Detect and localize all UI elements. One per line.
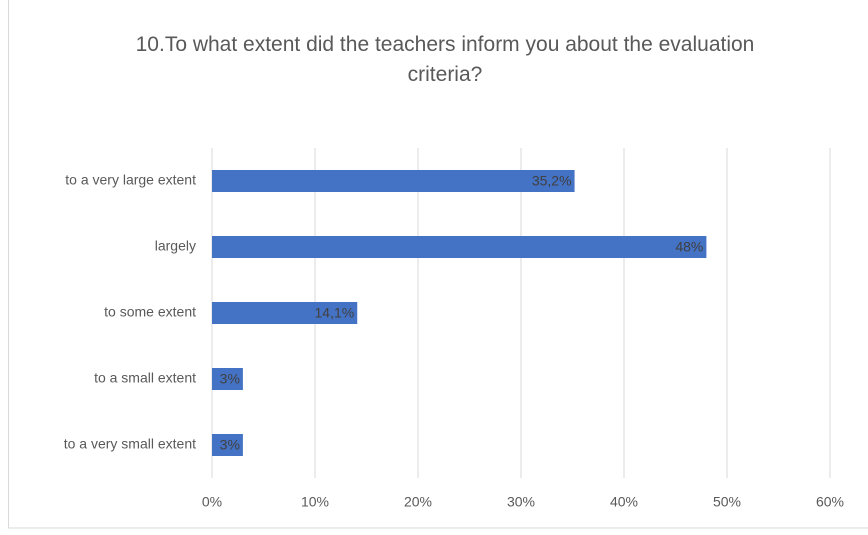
- x-tick-label: 20%: [404, 494, 432, 510]
- chart-border: [8, 0, 868, 529]
- x-tick-label: 60%: [816, 494, 844, 510]
- y-tick-label: largely: [155, 238, 196, 254]
- y-tick-label: to some extent: [104, 304, 196, 320]
- x-tick-label: 0%: [202, 494, 222, 510]
- bar: [212, 368, 243, 390]
- x-tick-label: 10%: [301, 494, 329, 510]
- x-tick-label: 50%: [713, 494, 741, 510]
- data-label: 3%: [220, 371, 240, 387]
- y-tick-label: to a small extent: [94, 370, 196, 386]
- x-tick-label: 40%: [610, 494, 638, 510]
- bar: [212, 236, 707, 258]
- y-tick-label: to a very large extent: [65, 172, 196, 188]
- data-label: 48%: [675, 239, 703, 255]
- bar: [212, 434, 243, 456]
- bar: [212, 170, 575, 192]
- data-label: 14,1%: [315, 305, 355, 321]
- bar: [212, 302, 358, 324]
- x-tick-label: 30%: [507, 494, 535, 510]
- data-label: 35,2%: [532, 173, 572, 189]
- data-label: 3%: [220, 437, 240, 453]
- chart-title: 10.To what extent did the teachers infor…: [135, 33, 755, 86]
- y-tick-label: to a very small extent: [64, 436, 196, 452]
